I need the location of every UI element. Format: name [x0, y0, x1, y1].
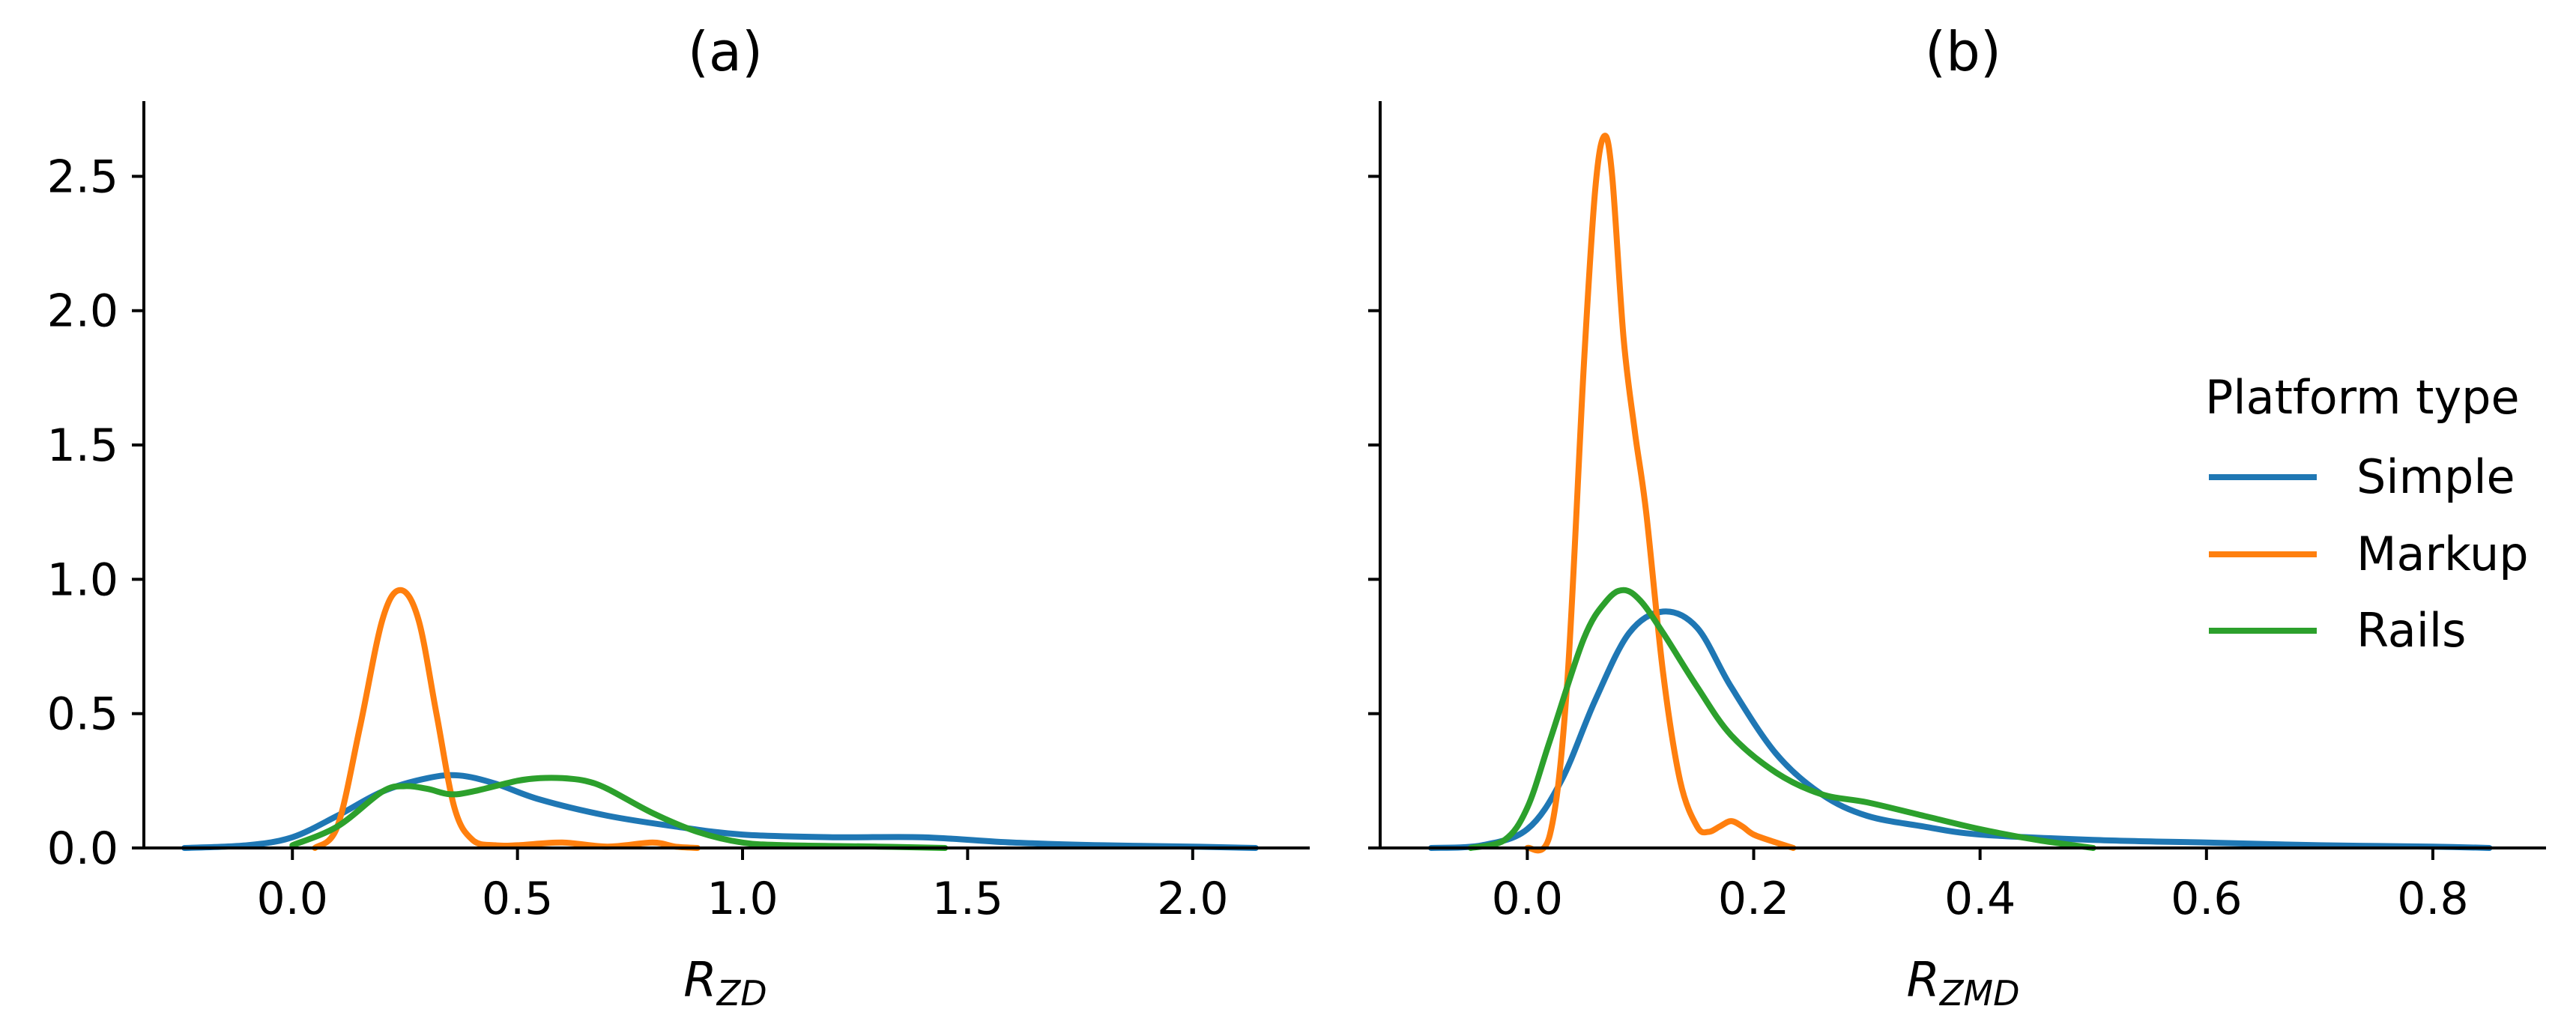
- x-tick-label-a: 0.5: [482, 873, 553, 925]
- legend: Platform type Simple Markup Rails: [2205, 370, 2529, 658]
- legend-entry-markup: Markup: [2209, 527, 2529, 581]
- y-tick-label-a: 1.5: [47, 419, 118, 472]
- series-simple-line-b: [1428, 608, 2493, 851]
- y-tick-label-a: 1.0: [47, 554, 118, 606]
- y-tick-label-a: 0.0: [47, 823, 118, 875]
- x-tick-label-b: 0.6: [2171, 873, 2242, 925]
- legend-label-markup: Markup: [2356, 527, 2529, 581]
- x-axis-label-a: RZD: [683, 953, 767, 1014]
- x-axis-label-main-a: R: [683, 953, 716, 1008]
- legend-entry-simple: Simple: [2209, 449, 2515, 504]
- x-tick-label-b: 0.0: [1492, 873, 1563, 925]
- x-tick-label-b: 0.4: [1944, 873, 2016, 925]
- series-rails-line-b: [1467, 587, 2096, 851]
- x-axis-label-sub-a: ZD: [716, 973, 767, 1014]
- x-tick-label-a: 1.5: [932, 873, 1003, 925]
- x-tick-label-a: 1.0: [707, 873, 778, 925]
- series-simple-line-a: [181, 772, 1259, 851]
- x-tick-label-b: 0.2: [1718, 873, 1789, 925]
- series-rails-line-a: [289, 775, 949, 851]
- x-axis-label-b: RZMD: [1906, 953, 2019, 1014]
- legend-label-simple: Simple: [2356, 449, 2515, 504]
- chart-panel-b: (b) 0.0 0.2 0.4 0.6 0.8 RZMD: [1368, 20, 2546, 1014]
- y-tick-label-a: 2.0: [47, 285, 118, 338]
- axes-a: 0.0 0.5 1.0 1.5 2.0 0.0 0.5 1.0 1.5 2.0 2.5: [47, 101, 1310, 925]
- y-tick-label-a: 2.5: [47, 151, 118, 203]
- series-group-a: [181, 587, 1259, 851]
- x-tick-label-b: 0.8: [2397, 873, 2468, 925]
- x-tick-label-a: 0.0: [257, 873, 328, 925]
- axes-b: 0.0 0.2 0.4 0.6 0.8: [1368, 101, 2546, 925]
- x-axis-label-sub-b: ZMD: [1938, 973, 2020, 1014]
- series-markup-line-b: [1524, 133, 1797, 854]
- legend-label-rails: Rails: [2356, 603, 2466, 658]
- series-group-b: [1428, 133, 2493, 854]
- legend-title: Platform type: [2205, 370, 2520, 425]
- chart-title-b: (b): [1925, 20, 2001, 83]
- y-tick-label-a: 0.5: [47, 688, 118, 741]
- chart-panel-a: (a) 0.0 0.5 1.0 1.5 2.0 0.0 0.5 1.0 1.5 2.0 2.5 RZ…: [47, 20, 1310, 1014]
- legend-entry-rails: Rails: [2209, 603, 2466, 658]
- x-tick-label-a: 2.0: [1157, 873, 1228, 925]
- x-axis-label-main-b: R: [1906, 953, 1939, 1008]
- chart-title-a: (a): [688, 20, 763, 83]
